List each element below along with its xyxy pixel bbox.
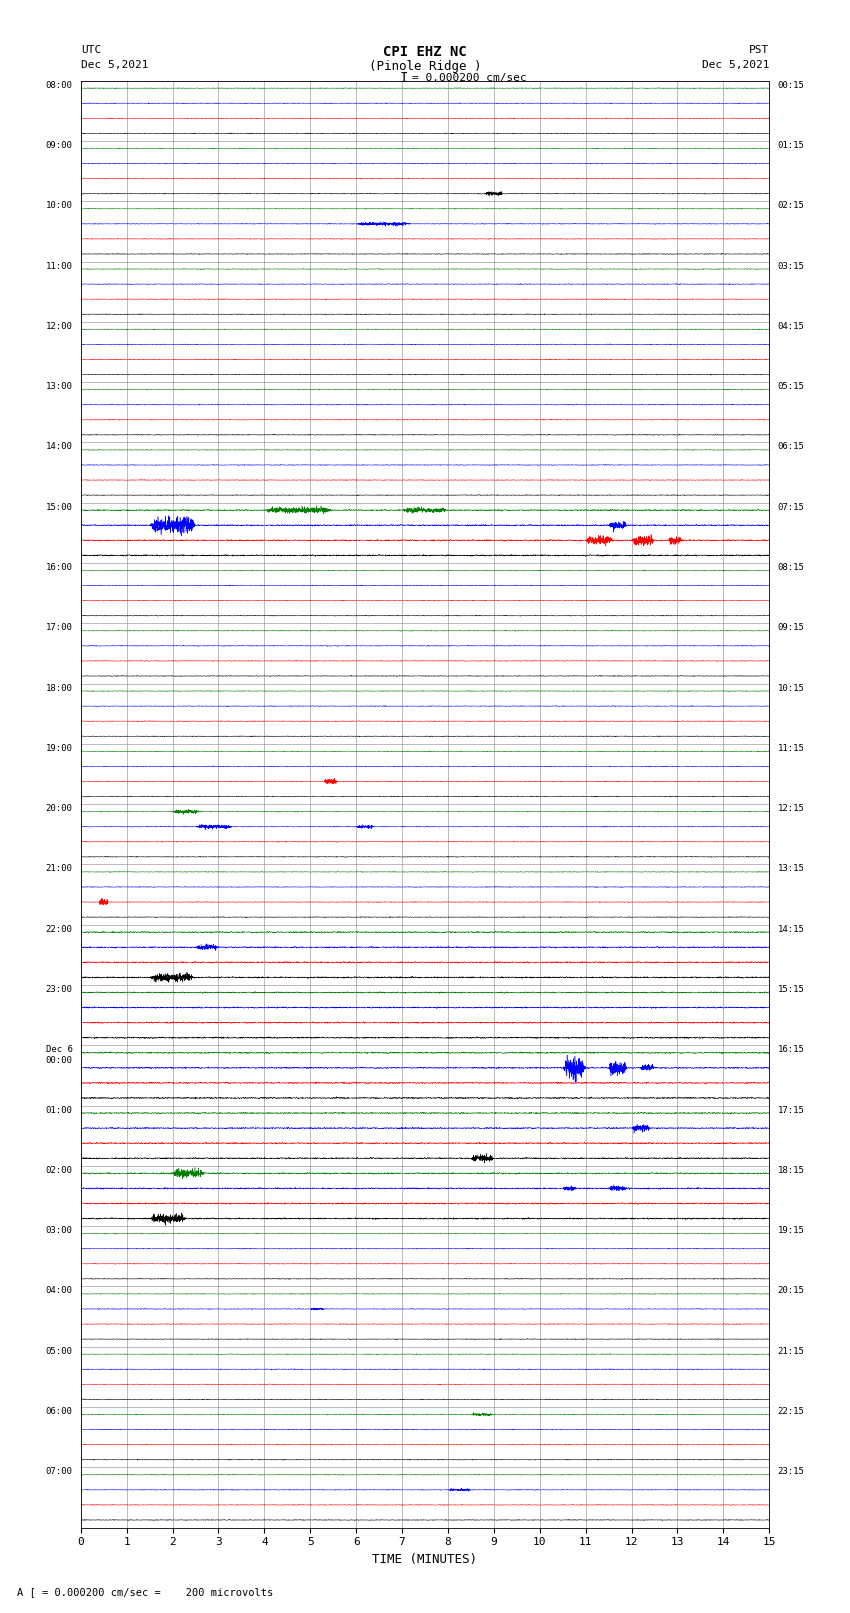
Text: 20:15: 20:15 [778, 1287, 804, 1295]
Text: 06:00: 06:00 [46, 1407, 72, 1416]
Text: PST: PST [749, 45, 769, 55]
Text: I: I [400, 71, 408, 85]
Text: Dec 6
00:00: Dec 6 00:00 [46, 1045, 72, 1065]
Text: 21:00: 21:00 [46, 865, 72, 873]
Text: 06:15: 06:15 [778, 442, 804, 452]
Text: 04:15: 04:15 [778, 323, 804, 331]
Text: 07:00: 07:00 [46, 1468, 72, 1476]
Text: (Pinole Ridge ): (Pinole Ridge ) [369, 60, 481, 73]
Text: 03:15: 03:15 [778, 261, 804, 271]
Text: 04:00: 04:00 [46, 1287, 72, 1295]
Text: 11:00: 11:00 [46, 261, 72, 271]
Text: 12:00: 12:00 [46, 323, 72, 331]
Text: 22:00: 22:00 [46, 924, 72, 934]
Text: 09:15: 09:15 [778, 623, 804, 632]
Text: A [ = 0.000200 cm/sec =    200 microvolts: A [ = 0.000200 cm/sec = 200 microvolts [17, 1587, 273, 1597]
Text: 07:15: 07:15 [778, 503, 804, 511]
Text: 23:15: 23:15 [778, 1468, 804, 1476]
Text: 16:15: 16:15 [778, 1045, 804, 1055]
Text: UTC: UTC [81, 45, 101, 55]
Text: 11:15: 11:15 [778, 744, 804, 753]
Text: CPI EHZ NC: CPI EHZ NC [383, 45, 467, 60]
Text: 14:15: 14:15 [778, 924, 804, 934]
Text: 19:00: 19:00 [46, 744, 72, 753]
Text: 05:15: 05:15 [778, 382, 804, 390]
Text: 10:00: 10:00 [46, 202, 72, 210]
Text: Dec 5,2021: Dec 5,2021 [702, 60, 769, 69]
Text: 15:15: 15:15 [778, 986, 804, 994]
Text: 21:15: 21:15 [778, 1347, 804, 1355]
Text: 12:15: 12:15 [778, 805, 804, 813]
Text: 20:00: 20:00 [46, 805, 72, 813]
Text: 17:15: 17:15 [778, 1105, 804, 1115]
Text: 13:15: 13:15 [778, 865, 804, 873]
Text: 23:00: 23:00 [46, 986, 72, 994]
Text: 01:15: 01:15 [778, 140, 804, 150]
Text: 05:00: 05:00 [46, 1347, 72, 1355]
Text: Dec 5,2021: Dec 5,2021 [81, 60, 148, 69]
Text: 15:00: 15:00 [46, 503, 72, 511]
Text: 08:00: 08:00 [46, 81, 72, 90]
X-axis label: TIME (MINUTES): TIME (MINUTES) [372, 1553, 478, 1566]
Text: 03:00: 03:00 [46, 1226, 72, 1236]
Text: 02:15: 02:15 [778, 202, 804, 210]
Text: 02:00: 02:00 [46, 1166, 72, 1174]
Text: 10:15: 10:15 [778, 684, 804, 692]
Text: 14:00: 14:00 [46, 442, 72, 452]
Text: 22:15: 22:15 [778, 1407, 804, 1416]
Text: 00:15: 00:15 [778, 81, 804, 90]
Text: 19:15: 19:15 [778, 1226, 804, 1236]
Text: 09:00: 09:00 [46, 140, 72, 150]
Text: 08:15: 08:15 [778, 563, 804, 573]
Text: 13:00: 13:00 [46, 382, 72, 390]
Text: 01:00: 01:00 [46, 1105, 72, 1115]
Text: 16:00: 16:00 [46, 563, 72, 573]
Text: 17:00: 17:00 [46, 623, 72, 632]
Text: 18:15: 18:15 [778, 1166, 804, 1174]
Text: = 0.000200 cm/sec: = 0.000200 cm/sec [412, 73, 527, 82]
Text: 18:00: 18:00 [46, 684, 72, 692]
